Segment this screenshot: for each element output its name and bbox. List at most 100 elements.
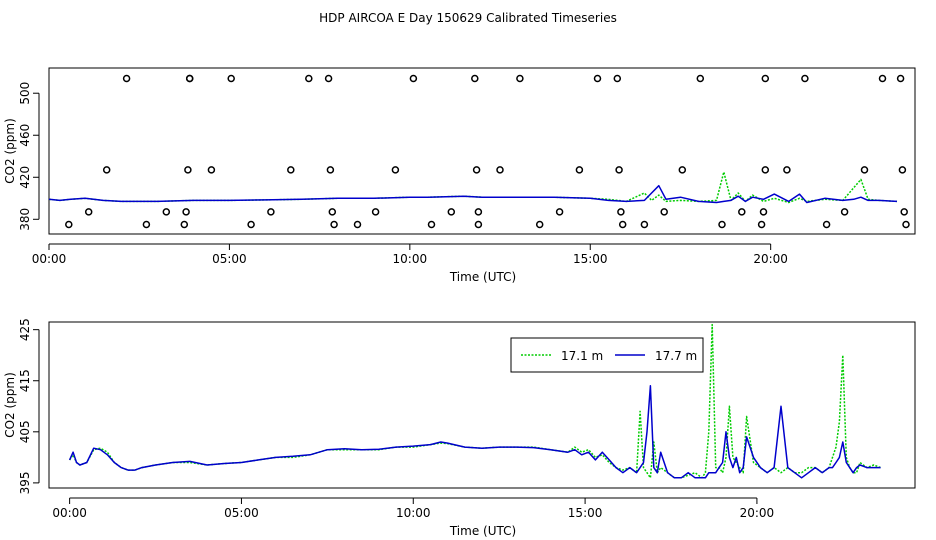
calibration-marker (618, 220, 627, 229)
calibration-marker (353, 220, 362, 229)
calibration-marker (267, 208, 275, 216)
top-y-axis-label: CO2 (ppm) (3, 118, 17, 184)
calibration-marker (227, 74, 235, 83)
calibration-marker (640, 220, 649, 229)
calibration-marker (474, 220, 483, 229)
calibration-marker (162, 208, 171, 216)
bottom-x-tick-label: 10:00 (396, 506, 431, 520)
top-markers (65, 74, 910, 229)
top-y-tick-label: 460 (18, 124, 32, 147)
calibration-marker (898, 166, 907, 174)
calibration-marker (759, 208, 768, 216)
calibration-marker (305, 74, 313, 83)
calibration-marker (185, 74, 194, 83)
bottom-y-axis-label: CO2 (ppm) (3, 372, 17, 438)
calibration-marker (84, 208, 93, 216)
calibration-marker (496, 166, 504, 174)
calibration-marker (247, 220, 255, 229)
calibration-marker (391, 166, 400, 174)
calibration-marker (184, 166, 192, 174)
top-x-tick-label: 20:00 (753, 252, 788, 266)
bottom-y-tick-label: 395 (18, 471, 32, 494)
bottom-panel: 395 405 415 425 00:00 05:00 10:00 15:00 20:00 1… (3, 318, 916, 538)
top-x-tick-label: 00:00 (32, 252, 67, 266)
calibration-marker (516, 74, 524, 83)
top-series (48, 171, 898, 204)
calibration-marker (142, 220, 151, 229)
bottom-series (68, 323, 881, 479)
calibration-marker (613, 74, 622, 83)
top-panel: 380 420 460 500 00:00 05:00 10:00 15:00 20:00 T… (3, 67, 916, 284)
top-x-axis-label: Time (UTC) (449, 270, 516, 284)
calibration-marker (287, 166, 295, 174)
top-y-tick-label: 500 (18, 82, 32, 105)
calibration-marker (471, 74, 479, 83)
calibration-marker (822, 220, 831, 229)
bottom-y-tick-label: 415 (18, 369, 32, 392)
calibration-marker (761, 166, 770, 174)
calibration-marker (575, 166, 584, 174)
bottom-y-tick-label: 425 (18, 318, 32, 341)
bottom-x-tick-label: 15:00 (568, 506, 603, 520)
calibration-marker (555, 208, 564, 216)
calibration-marker (326, 166, 335, 174)
calibration-marker (678, 166, 687, 174)
top-y-ticks: 380 420 460 500 (18, 82, 40, 231)
calibration-marker (761, 74, 770, 83)
calibration-marker (783, 166, 791, 174)
bottom-x-axis-label: Time (UTC) (449, 524, 516, 538)
chart-title: HDP AIRCOA E Day 150629 Calibrated Times… (319, 11, 617, 25)
calibration-marker (182, 208, 190, 216)
bottom-x-tick-label: 00:00 (52, 506, 87, 520)
top-series-line-2 (48, 184, 898, 204)
top-y-tick-label: 420 (18, 166, 32, 189)
calibration-marker (65, 220, 73, 229)
calibration-marker (328, 208, 337, 216)
top-x-tick-label: 10:00 (393, 252, 428, 266)
calibration-marker (696, 74, 705, 83)
calibration-marker (330, 220, 338, 229)
bottom-series-line-1 (68, 323, 881, 479)
calibration-marker (371, 208, 380, 216)
legend: 17.1 m 17.7 m (510, 337, 704, 373)
calibration-marker (593, 74, 602, 83)
calibration-marker (472, 166, 481, 174)
calibration-marker (615, 166, 623, 174)
top-plot-frame (48, 67, 916, 235)
calibration-marker (207, 166, 216, 174)
calibration-marker (718, 220, 726, 229)
calibration-marker (900, 208, 908, 216)
bottom-x-ticks: 00:00 05:00 10:00 15:00 20:00 (52, 497, 775, 520)
calibration-marker (535, 220, 544, 229)
calibration-marker (102, 166, 111, 174)
calibration-marker (617, 208, 625, 216)
calibration-marker (840, 208, 849, 216)
calibration-marker (447, 208, 456, 216)
top-x-ticks: 00:00 05:00 10:00 15:00 20:00 (32, 243, 788, 266)
bottom-x-tick-label: 05:00 (224, 506, 259, 520)
calibration-marker (474, 208, 483, 216)
calibration-marker (801, 74, 809, 83)
calibration-marker (860, 166, 869, 174)
legend-label-17-7m: 17.7 m (655, 349, 697, 363)
top-x-tick-label: 15:00 (573, 252, 608, 266)
bottom-plot-frame (48, 321, 916, 489)
bottom-y-ticks: 395 405 415 425 (18, 318, 40, 494)
calibration-marker (902, 220, 910, 229)
calibration-marker (409, 74, 418, 83)
top-x-tick-label: 05:00 (212, 252, 247, 266)
calibration-marker (122, 74, 131, 83)
calibration-marker (427, 220, 436, 229)
calibration-marker (896, 74, 905, 83)
bottom-x-tick-label: 20:00 (740, 506, 775, 520)
bottom-y-tick-label: 405 (18, 420, 32, 443)
bottom-series-line-2 (68, 385, 881, 479)
calibration-marker (757, 220, 766, 229)
calibration-marker (324, 74, 333, 83)
top-series-line-1 (48, 171, 898, 204)
legend-label-17-1m: 17.1 m (561, 349, 603, 363)
calibration-marker (660, 208, 668, 216)
calibration-marker (180, 220, 189, 229)
top-y-tick-label: 380 (18, 208, 32, 231)
